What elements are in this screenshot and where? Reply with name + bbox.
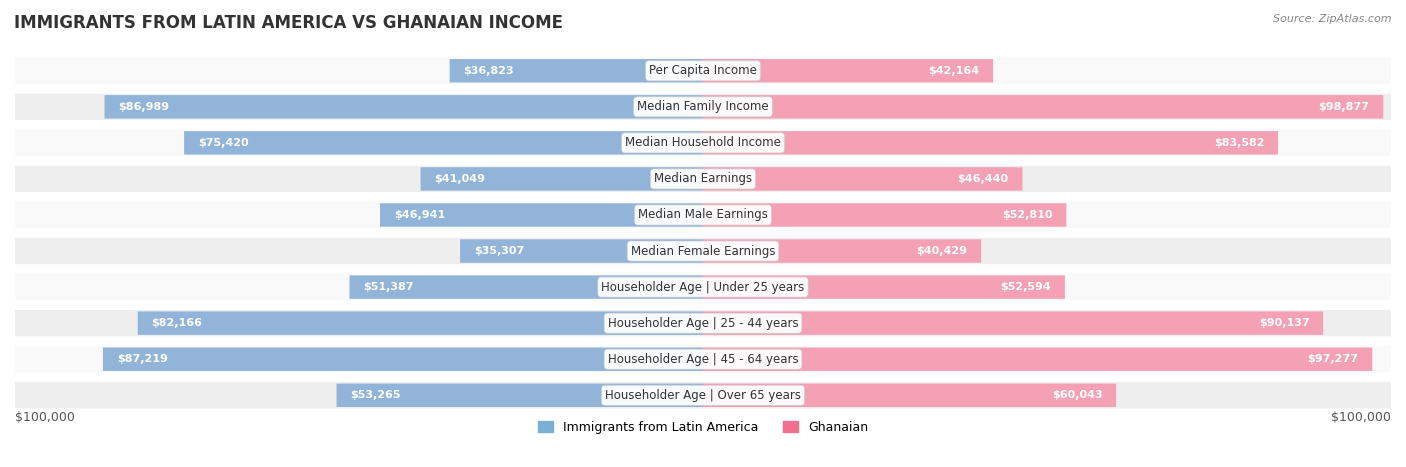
FancyBboxPatch shape	[703, 131, 1278, 155]
FancyBboxPatch shape	[460, 239, 703, 263]
FancyBboxPatch shape	[703, 59, 993, 83]
Text: $100,000: $100,000	[1331, 411, 1391, 424]
FancyBboxPatch shape	[15, 202, 1391, 228]
FancyBboxPatch shape	[420, 167, 703, 191]
Text: Median Family Income: Median Family Income	[637, 100, 769, 113]
FancyBboxPatch shape	[703, 203, 1066, 226]
FancyBboxPatch shape	[703, 347, 1372, 371]
Text: $83,582: $83,582	[1213, 138, 1264, 148]
Text: Householder Age | Over 65 years: Householder Age | Over 65 years	[605, 389, 801, 402]
Text: Median Earnings: Median Earnings	[654, 172, 752, 185]
FancyBboxPatch shape	[703, 95, 1384, 119]
FancyBboxPatch shape	[15, 238, 1391, 264]
FancyBboxPatch shape	[703, 383, 1116, 407]
Text: Householder Age | 45 - 64 years: Householder Age | 45 - 64 years	[607, 353, 799, 366]
Text: $52,810: $52,810	[1002, 210, 1053, 220]
Text: Median Female Earnings: Median Female Earnings	[631, 245, 775, 257]
Text: IMMIGRANTS FROM LATIN AMERICA VS GHANAIAN INCOME: IMMIGRANTS FROM LATIN AMERICA VS GHANAIA…	[14, 14, 562, 32]
FancyBboxPatch shape	[15, 310, 1391, 336]
Text: $41,049: $41,049	[434, 174, 485, 184]
Text: $75,420: $75,420	[198, 138, 249, 148]
Text: $82,166: $82,166	[152, 318, 202, 328]
Text: $35,307: $35,307	[474, 246, 524, 256]
FancyBboxPatch shape	[104, 95, 703, 119]
FancyBboxPatch shape	[15, 166, 1391, 192]
Text: $60,043: $60,043	[1052, 390, 1102, 400]
FancyBboxPatch shape	[703, 239, 981, 263]
Text: $42,164: $42,164	[928, 66, 980, 76]
Text: Median Household Income: Median Household Income	[626, 136, 780, 149]
FancyBboxPatch shape	[450, 59, 703, 83]
FancyBboxPatch shape	[336, 383, 703, 407]
Text: Householder Age | 25 - 44 years: Householder Age | 25 - 44 years	[607, 317, 799, 330]
Text: $98,877: $98,877	[1319, 102, 1369, 112]
Text: $87,219: $87,219	[117, 354, 167, 364]
FancyBboxPatch shape	[703, 311, 1323, 335]
FancyBboxPatch shape	[350, 276, 703, 299]
FancyBboxPatch shape	[15, 382, 1391, 409]
FancyBboxPatch shape	[15, 346, 1391, 372]
FancyBboxPatch shape	[184, 131, 703, 155]
FancyBboxPatch shape	[703, 276, 1064, 299]
Text: $46,941: $46,941	[394, 210, 446, 220]
Text: Source: ZipAtlas.com: Source: ZipAtlas.com	[1274, 14, 1392, 24]
Text: $51,387: $51,387	[363, 282, 413, 292]
Text: $40,429: $40,429	[917, 246, 967, 256]
FancyBboxPatch shape	[15, 274, 1391, 300]
Text: $100,000: $100,000	[15, 411, 75, 424]
Text: Median Male Earnings: Median Male Earnings	[638, 208, 768, 221]
Text: $97,277: $97,277	[1308, 354, 1358, 364]
Text: $36,823: $36,823	[464, 66, 515, 76]
FancyBboxPatch shape	[15, 94, 1391, 120]
Legend: Immigrants from Latin America, Ghanaian: Immigrants from Latin America, Ghanaian	[533, 416, 873, 439]
Text: Householder Age | Under 25 years: Householder Age | Under 25 years	[602, 281, 804, 294]
Text: $53,265: $53,265	[350, 390, 401, 400]
FancyBboxPatch shape	[703, 167, 1022, 191]
FancyBboxPatch shape	[15, 130, 1391, 156]
FancyBboxPatch shape	[138, 311, 703, 335]
Text: $90,137: $90,137	[1258, 318, 1309, 328]
Text: Per Capita Income: Per Capita Income	[650, 64, 756, 77]
FancyBboxPatch shape	[380, 203, 703, 226]
FancyBboxPatch shape	[103, 347, 703, 371]
FancyBboxPatch shape	[15, 57, 1391, 84]
Text: $46,440: $46,440	[957, 174, 1008, 184]
Text: $52,594: $52,594	[1000, 282, 1052, 292]
Text: $86,989: $86,989	[118, 102, 169, 112]
